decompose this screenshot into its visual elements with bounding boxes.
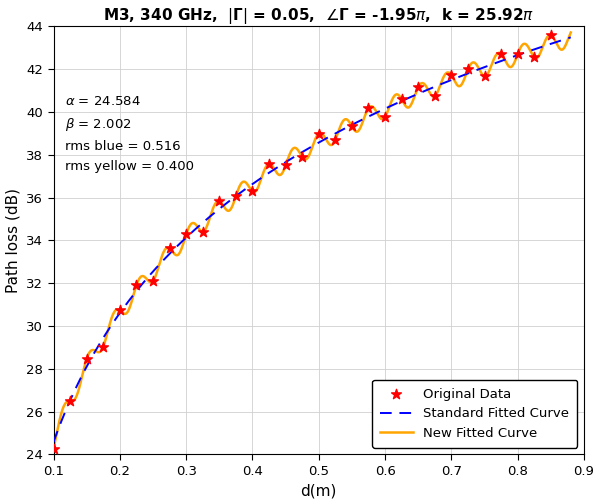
Original Data xyxy=(181,230,191,238)
Original Data xyxy=(314,130,323,138)
Standard Fitted Curve xyxy=(50,439,57,445)
Standard Fitted Curve xyxy=(501,56,508,62)
Original Data xyxy=(430,92,440,100)
Line: New Fitted Curve: New Fitted Curve xyxy=(53,33,571,449)
Original Data xyxy=(331,136,340,144)
Original Data xyxy=(298,153,307,161)
Original Data xyxy=(98,343,108,351)
New Fitted Curve xyxy=(109,312,116,319)
New Fitted Curve xyxy=(50,446,57,452)
Legend: Original Data, Standard Fitted Curve, New Fitted Curve: Original Data, Standard Fitted Curve, Ne… xyxy=(372,380,577,448)
Original Data xyxy=(529,53,539,61)
Text: $\alpha$ = 24.584
$\beta$ = 2.002
rms blue = 0.516
rms yellow = 0.400: $\alpha$ = 24.584 $\beta$ = 2.002 rms bl… xyxy=(65,95,194,173)
Original Data xyxy=(148,277,158,285)
Original Data xyxy=(463,66,473,74)
Y-axis label: Path loss (dB): Path loss (dB) xyxy=(5,188,20,293)
Standard Fitted Curve xyxy=(271,166,278,172)
Original Data xyxy=(165,244,175,253)
Standard Fitted Curve xyxy=(248,181,256,187)
New Fitted Curve xyxy=(140,273,147,279)
Original Data xyxy=(446,71,456,79)
Original Data xyxy=(65,397,75,405)
Original Data xyxy=(115,306,125,314)
Original Data xyxy=(248,187,257,196)
Original Data xyxy=(231,192,241,200)
Original Data xyxy=(347,122,357,131)
Standard Fitted Curve xyxy=(140,280,147,286)
Original Data xyxy=(397,95,406,103)
Original Data xyxy=(380,113,390,121)
Original Data xyxy=(480,73,490,81)
Original Data xyxy=(281,161,290,169)
Title: M3, 340 GHz,  $|\mathbf{\Gamma}|$ = 0.05,  $\angle\mathbf{\Gamma}$ = -1.95$\pi$,: M3, 340 GHz, $|\mathbf{\Gamma}|$ = 0.05,… xyxy=(103,6,535,26)
Original Data xyxy=(49,445,58,453)
New Fitted Curve xyxy=(501,57,508,63)
Original Data xyxy=(82,355,91,363)
Original Data xyxy=(413,83,423,91)
Original Data xyxy=(198,228,208,236)
New Fitted Curve xyxy=(271,166,278,172)
Original Data xyxy=(513,50,523,58)
Standard Fitted Curve xyxy=(557,38,564,44)
Original Data xyxy=(364,104,373,112)
New Fitted Curve xyxy=(248,188,256,194)
X-axis label: d(m): d(m) xyxy=(301,483,337,498)
Original Data xyxy=(215,198,224,206)
Standard Fitted Curve xyxy=(567,34,574,40)
Original Data xyxy=(264,160,274,168)
New Fitted Curve xyxy=(557,46,564,52)
Original Data xyxy=(131,281,141,289)
Original Data xyxy=(546,31,556,39)
Standard Fitted Curve xyxy=(109,321,116,327)
Line: Standard Fitted Curve: Standard Fitted Curve xyxy=(53,37,571,442)
Original Data xyxy=(496,50,506,58)
New Fitted Curve xyxy=(567,30,574,36)
